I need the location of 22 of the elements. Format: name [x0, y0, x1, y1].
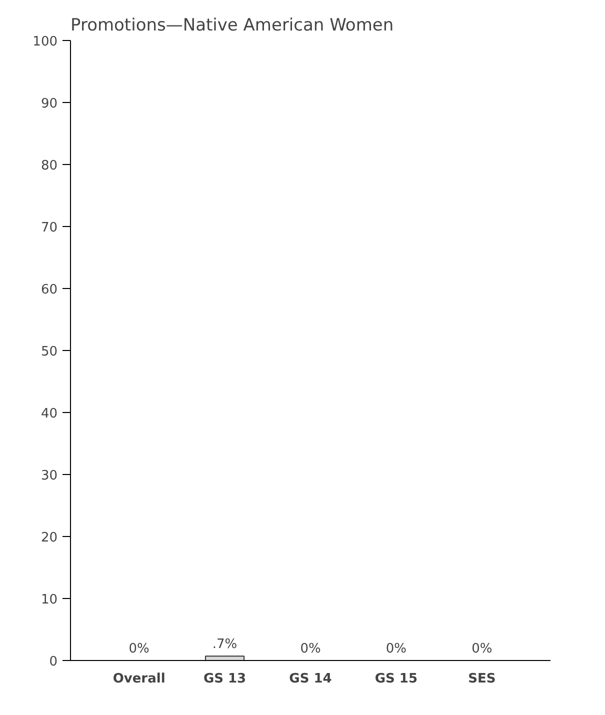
y-tick-label: 100 — [32, 34, 58, 50]
y-tick-label: 70 — [40, 220, 58, 236]
y-tick-label: 90 — [40, 96, 58, 112]
data-label: 0% — [386, 642, 407, 656]
y-tick-label: 30 — [40, 468, 58, 484]
data-label: .7% — [212, 637, 238, 652]
x-tick-label: GS 13 — [203, 672, 246, 686]
data-label: 0% — [472, 642, 492, 656]
y-tick-label: 0 — [49, 654, 58, 670]
x-tick-label: SES — [468, 672, 496, 686]
chart-title: Promotions—Native American Women — [70, 16, 394, 36]
y-tick-label: 60 — [40, 282, 58, 298]
x-tick-label: Overall — [112, 672, 166, 686]
y-tick-label: 20 — [40, 530, 58, 546]
y-tick-label: 50 — [40, 344, 58, 360]
y-tick-label: 80 — [40, 158, 58, 174]
data-label: 0% — [300, 642, 321, 656]
data-label: 0% — [128, 642, 150, 656]
y-tick-label: 40 — [40, 406, 58, 422]
y-tick-label: 10 — [40, 592, 58, 608]
x-tick-label: GS 14 — [289, 672, 332, 686]
x-tick-label: GS 15 — [374, 672, 418, 686]
